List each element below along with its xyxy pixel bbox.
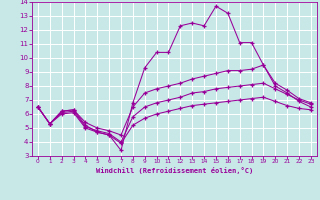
X-axis label: Windchill (Refroidissement éolien,°C): Windchill (Refroidissement éolien,°C) [96,167,253,174]
